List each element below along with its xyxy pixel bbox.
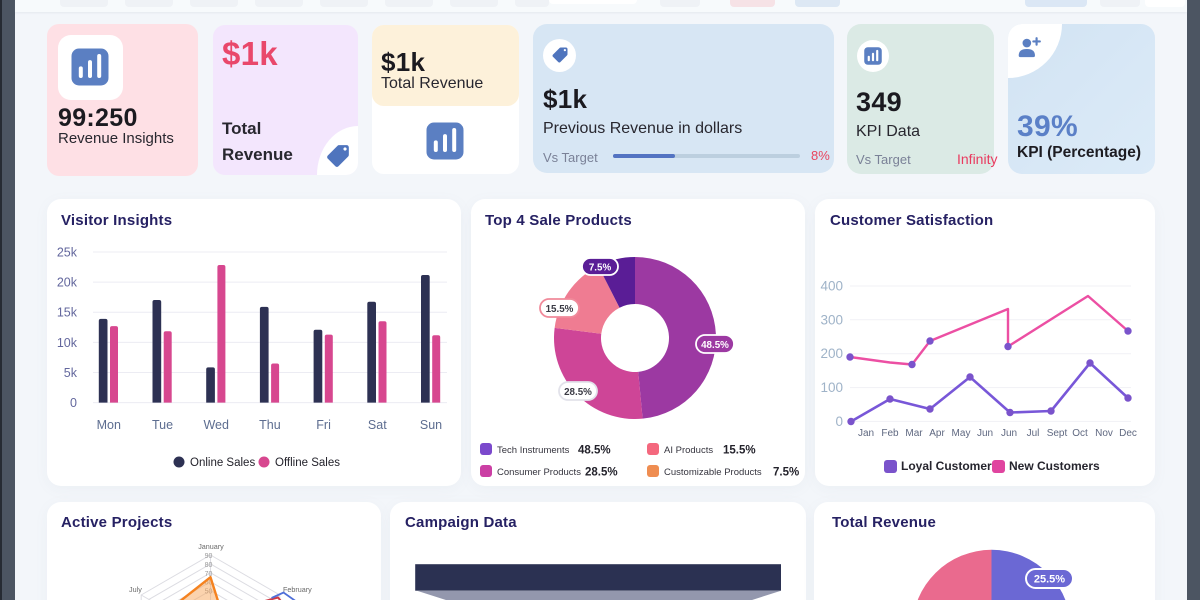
svg-text:February: February: [283, 585, 312, 594]
svg-text:July: July: [129, 585, 142, 594]
svg-text:5k: 5k: [64, 366, 78, 380]
svg-text:Sun: Sun: [420, 418, 442, 432]
svg-text:48.5%: 48.5%: [701, 340, 729, 351]
svg-text:May: May: [952, 428, 971, 439]
svg-text:25k: 25k: [57, 246, 78, 260]
svg-text:Tue: Tue: [152, 418, 173, 432]
svg-text:80: 80: [205, 562, 213, 569]
svg-text:0: 0: [835, 414, 843, 429]
svg-text:Wed: Wed: [203, 418, 229, 432]
svg-text:Nov: Nov: [1095, 428, 1113, 439]
svg-text:15.5%: 15.5%: [723, 445, 756, 457]
svg-text:Tech Instruments: Tech Instruments: [497, 445, 570, 456]
svg-text:Sept: Sept: [1047, 428, 1068, 439]
svg-text:Customizable Products: Customizable Products: [664, 467, 762, 478]
svg-text:7.5%: 7.5%: [589, 262, 612, 273]
svg-text:Fri: Fri: [316, 418, 331, 432]
svg-text:Offline Sales: Offline Sales: [275, 457, 340, 469]
svg-text:10k: 10k: [57, 336, 78, 350]
svg-text:15.5%: 15.5%: [546, 304, 574, 315]
svg-text:0: 0: [70, 396, 77, 410]
svg-text:20k: 20k: [57, 276, 78, 290]
svg-text:Loyal Customers: Loyal Customers: [901, 459, 999, 473]
svg-text:Consumer Products: Consumer Products: [497, 467, 581, 478]
svg-text:28.5%: 28.5%: [564, 387, 592, 398]
svg-text:Apr: Apr: [929, 428, 945, 439]
svg-text:Jun: Jun: [1001, 428, 1017, 439]
svg-text:70: 70: [205, 571, 213, 578]
svg-text:Dec: Dec: [1119, 428, 1137, 439]
svg-text:90: 90: [205, 553, 213, 560]
svg-text:Thu: Thu: [259, 418, 281, 432]
svg-text:300: 300: [820, 312, 843, 327]
svg-text:Sat: Sat: [368, 418, 387, 432]
svg-text:48.5%: 48.5%: [578, 445, 611, 457]
svg-text:AI Products: AI Products: [664, 445, 713, 456]
svg-text:200: 200: [820, 346, 843, 361]
svg-text:100: 100: [820, 380, 843, 395]
svg-text:28.5%: 28.5%: [585, 467, 618, 479]
svg-text:25.5%: 25.5%: [1034, 574, 1065, 586]
svg-text:Mon: Mon: [97, 418, 121, 432]
svg-text:Mar: Mar: [905, 428, 923, 439]
svg-text:New Customers: New Customers: [1009, 459, 1100, 473]
svg-text:400: 400: [820, 279, 843, 294]
svg-text:15k: 15k: [57, 306, 78, 320]
svg-text:January: January: [198, 542, 224, 551]
svg-text:Jan: Jan: [858, 428, 874, 439]
svg-text:Feb: Feb: [881, 428, 899, 439]
svg-text:Online Sales: Online Sales: [190, 457, 255, 469]
svg-text:Jun: Jun: [977, 428, 993, 439]
svg-text:7.5%: 7.5%: [773, 467, 799, 479]
svg-text:Jul: Jul: [1027, 428, 1040, 439]
svg-text:Oct: Oct: [1072, 428, 1088, 439]
